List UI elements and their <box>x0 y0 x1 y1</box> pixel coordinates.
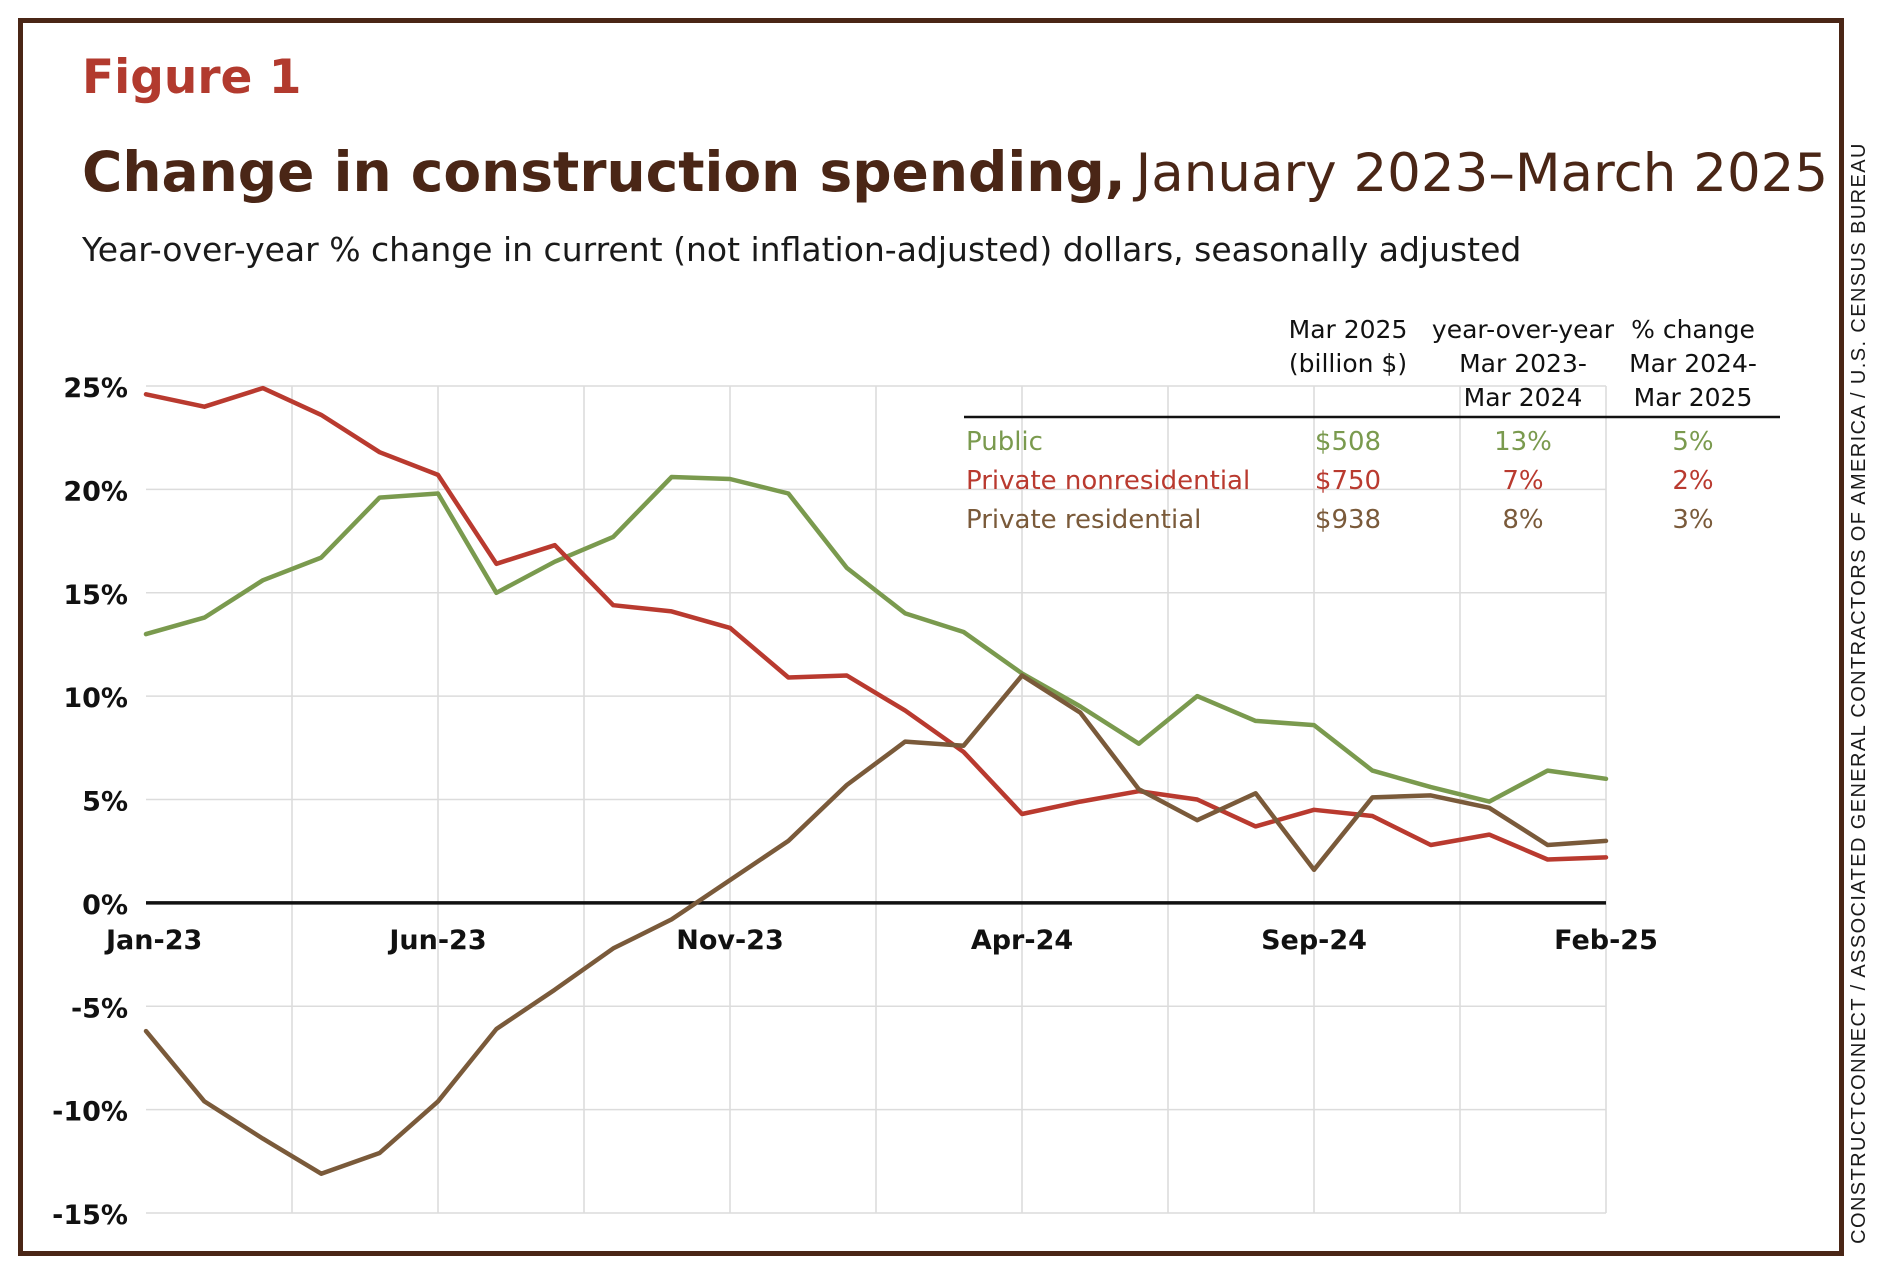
table-header: Mar 2023- <box>1459 349 1587 378</box>
chart-grid <box>146 385 1607 1214</box>
y-tick-label: 20% <box>63 476 128 507</box>
figure-label: Figure 1 <box>82 50 302 105</box>
y-tick-label: -15% <box>52 1200 128 1231</box>
table-row-label: Private residential <box>966 505 1201 535</box>
x-tick-label: Nov-23 <box>676 925 784 956</box>
x-tick-label: Jan-23 <box>104 925 202 956</box>
series-line-private-residential <box>143 673 1609 1176</box>
table-cell-yoy-2025: 5% <box>1672 427 1713 457</box>
table-header: (billion $) <box>1289 349 1407 378</box>
chart-title: Change in construction spending, January … <box>82 140 1828 204</box>
x-tick-label: Apr-24 <box>971 925 1073 956</box>
table-cell-yoy-2024: 7% <box>1502 466 1543 496</box>
table-header: Mar 2024- <box>1629 349 1757 378</box>
x-tick-label: Feb-25 <box>1554 925 1658 956</box>
table-cell-yoy-2025: 2% <box>1672 466 1713 496</box>
x-axis-labels: Jan-23 Jun-23 Nov-23 Apr-24 Sep-24 Feb-25 <box>104 925 1658 956</box>
y-tick-label: 25% <box>63 373 128 404</box>
table-row-label: Public <box>966 427 1043 457</box>
x-tick-label: Jun-23 <box>387 925 486 956</box>
chart-subtitle: Year-over-year % change in current (not … <box>82 230 1522 269</box>
table-cell-yoy-2024: 13% <box>1494 427 1552 457</box>
y-tick-label: 10% <box>63 683 128 714</box>
table-cell-yoy-2025: 3% <box>1672 505 1713 535</box>
series-lines <box>143 385 1609 1176</box>
table-row-label: Private nonresidential <box>966 466 1250 496</box>
y-tick-label: 5% <box>82 787 128 818</box>
table-header: Mar 2025 <box>1634 383 1753 412</box>
table-cell-mar2025: $508 <box>1315 427 1381 457</box>
chart-title-dates: January 2023–March 2025 <box>1135 143 1829 204</box>
table-cell-mar2025: $750 <box>1315 466 1381 496</box>
table-cell-mar2025: $938 <box>1315 505 1381 535</box>
x-tick-label: Sep-24 <box>1261 925 1367 956</box>
y-tick-label: -5% <box>71 993 128 1024</box>
table-header: % change <box>1631 315 1755 344</box>
summary-table: Mar 2025 (billion $) year-over-year Mar 202… <box>964 315 1780 535</box>
table-header: Mar 2024 <box>1464 383 1583 412</box>
figure-frame <box>18 18 1844 1256</box>
table-header: Mar 2025 <box>1289 315 1408 344</box>
y-tick-label: 0% <box>82 890 128 921</box>
series-line-private-nonresidential <box>143 385 1609 862</box>
table-cell-yoy-2024: 8% <box>1502 505 1543 535</box>
y-axis-labels: 25% 20% 15% 10% 5% 0% -5% -10% -15% <box>52 373 128 1231</box>
chart-title-bold: Change in construction spending, <box>82 140 1126 204</box>
series-line-public <box>143 474 1609 804</box>
table-header: year-over-year <box>1432 315 1615 344</box>
y-tick-label: -10% <box>52 1097 128 1128</box>
y-tick-label: 15% <box>63 580 128 611</box>
